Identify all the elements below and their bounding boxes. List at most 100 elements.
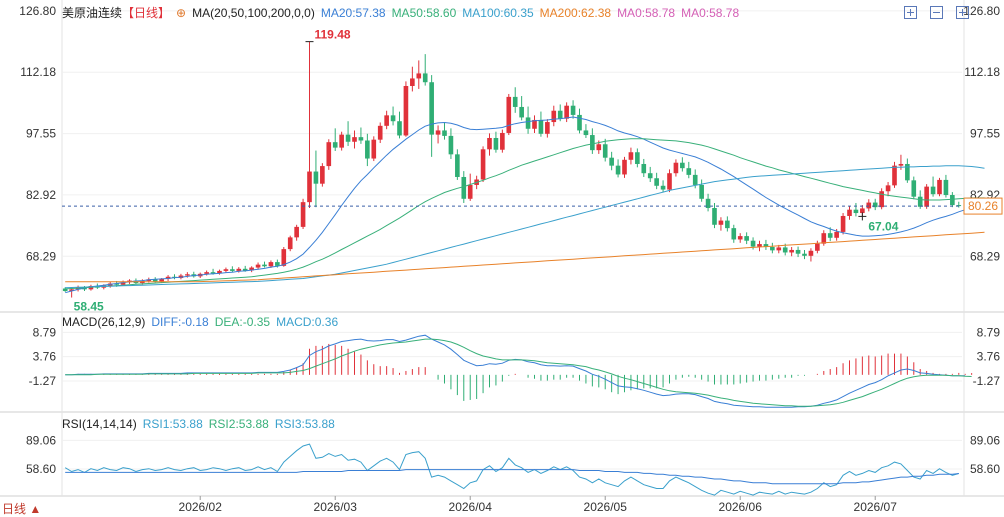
candle-body <box>236 268 242 271</box>
candle-body <box>114 283 119 285</box>
candle-body <box>673 162 679 174</box>
candle-body <box>410 78 415 86</box>
zoom-in-icon[interactable] <box>956 6 969 19</box>
candle-body <box>287 237 293 250</box>
candle-body <box>718 220 724 225</box>
x-tick-label: 2026/06 <box>719 500 763 514</box>
macd-tick-right: 3.76 <box>977 350 1001 364</box>
candle-body <box>62 288 68 292</box>
candle-body <box>152 279 158 282</box>
candle-body <box>307 171 312 203</box>
candle-body <box>300 202 306 227</box>
candle-body <box>255 264 261 268</box>
candle-body <box>654 178 659 186</box>
candle-body <box>365 140 370 159</box>
candle-body <box>538 119 544 134</box>
candle-body <box>930 186 936 195</box>
candle-body <box>885 185 891 192</box>
candle-body <box>647 173 653 179</box>
candle-body <box>461 176 467 199</box>
candle-body <box>827 233 833 238</box>
price-tick-left: 112.18 <box>20 65 56 79</box>
candle-body <box>249 267 254 271</box>
candle-body <box>602 144 608 158</box>
candle-body <box>641 163 647 174</box>
candle-body <box>840 215 846 232</box>
candle-body <box>262 264 267 267</box>
candle-body <box>397 121 402 136</box>
candle-body <box>506 96 512 133</box>
candle-body <box>860 208 865 214</box>
candle-body <box>159 278 164 282</box>
candle-body <box>429 82 434 135</box>
candle-body <box>866 202 872 209</box>
candle-body <box>680 162 685 169</box>
zoom-out-icon[interactable] <box>930 6 943 19</box>
candle-body <box>294 226 299 238</box>
candle-body <box>590 135 595 151</box>
candle-body <box>879 191 884 208</box>
move-icon[interactable] <box>904 6 917 19</box>
macd-params: MACD(26,12,9) <box>62 315 146 329</box>
candle-body <box>712 208 717 225</box>
candle-body <box>377 125 383 140</box>
rsi-tick-left: 89.06 <box>26 433 56 447</box>
indicator-lines <box>64 116 985 496</box>
rsi2-line <box>65 469 959 485</box>
candle-body <box>416 73 422 79</box>
settings-icon[interactable]: ⊕ <box>176 6 187 20</box>
ma0-value-b: MA0:58.78 <box>681 6 740 20</box>
grid-lines <box>0 0 1004 500</box>
candle-body <box>635 152 640 164</box>
price-tick-right: 112.18 <box>964 65 1000 79</box>
candle-body <box>551 110 557 123</box>
ma0-value-a: MA0:58.78 <box>617 6 676 20</box>
macd-diff-value: DIFF:-0.18 <box>151 315 209 329</box>
candle-body <box>596 144 602 151</box>
candle-body <box>660 185 666 190</box>
candle-body <box>815 243 820 251</box>
candle-body <box>403 85 409 136</box>
candle-body <box>737 236 743 240</box>
x-tick-label: 2026/03 <box>314 500 358 514</box>
candle-body <box>692 174 698 185</box>
ma50-value: MA50:58.60 <box>391 6 457 20</box>
candle-body <box>943 179 949 196</box>
candle-body <box>892 165 897 186</box>
candle-body <box>725 220 730 229</box>
price-tick-right: 68.29 <box>970 249 1000 263</box>
candle-body <box>911 180 917 197</box>
candle-body <box>223 269 229 271</box>
candle-body <box>512 96 518 107</box>
candle-body <box>872 202 878 208</box>
candle-body <box>455 154 460 177</box>
candle-body <box>69 289 74 292</box>
candle-body <box>705 198 711 209</box>
candle-body <box>699 184 704 199</box>
candle-body <box>847 209 852 216</box>
ma100-line <box>65 165 985 289</box>
rsi-params: RSI(14,14,14) <box>62 417 137 431</box>
axis-labels: 126.80 126.80 112.18 112.18 97.55 97.55 82.92 8… <box>19 4 1000 514</box>
candle-body <box>467 184 473 199</box>
period-button[interactable]: 日线 ▲ <box>2 502 42 516</box>
candle-body <box>950 195 955 206</box>
rsi3-value: RSI3:53.88 <box>274 417 335 431</box>
candle-body <box>217 270 222 274</box>
instrument-name: 美原油连续 <box>62 6 123 20</box>
candle-body <box>371 139 377 159</box>
candle-body <box>313 171 319 184</box>
ma200-line <box>65 231 985 283</box>
main-header: 美原油连续【日线】 ⊕ MA(20,50,100,200,0,0) MA20:57.3… <box>62 6 745 20</box>
x-tick-label: 2026/07 <box>854 500 898 514</box>
x-tick-label: 2026/02 <box>179 500 223 514</box>
candle-body <box>519 106 524 118</box>
candle-body <box>956 205 962 207</box>
candle-body <box>615 165 621 175</box>
price-tick-left: 68.29 <box>26 249 56 263</box>
candle-body <box>230 269 235 271</box>
candle-body <box>564 105 569 119</box>
candle-body <box>332 142 338 148</box>
candle-body <box>789 249 794 253</box>
price-tick-left: 97.55 <box>26 127 56 141</box>
